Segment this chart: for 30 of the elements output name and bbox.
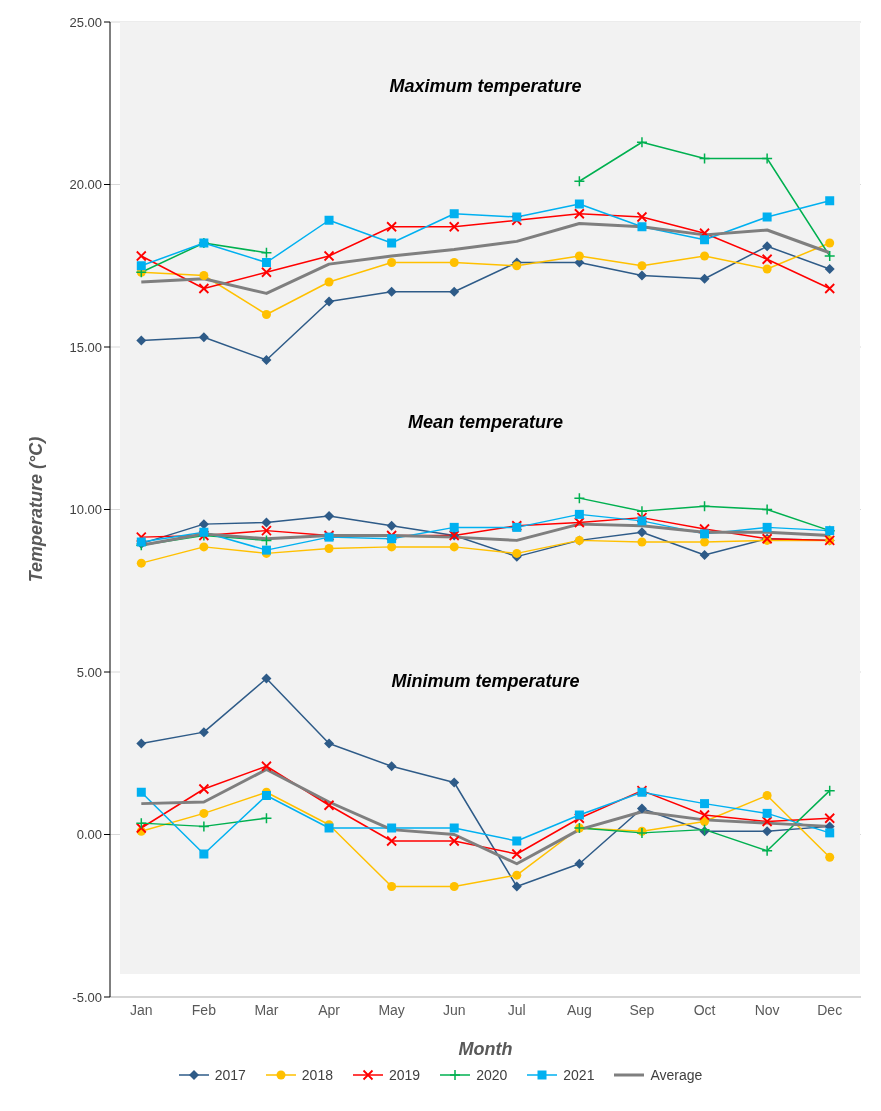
legend-label: 2021 — [563, 1067, 595, 1083]
x-tick-label: Aug — [566, 1001, 592, 1018]
annotation: Mean temperature — [407, 412, 564, 433]
legend-label: 2017 — [214, 1067, 246, 1083]
annotation: Maximum temperature — [389, 75, 582, 96]
legend-label: 2020 — [476, 1067, 508, 1083]
x-tick-label: Apr — [318, 1001, 341, 1018]
x-tick-label: Mar — [254, 1001, 279, 1018]
legend-label: 2018 — [301, 1067, 333, 1083]
x-tick-label: May — [378, 1001, 405, 1018]
x-tick-label: Nov — [754, 1001, 780, 1018]
legend-label: Average — [650, 1067, 703, 1083]
y-tick-label: 15.00 — [69, 339, 102, 355]
x-tick-label: Oct — [693, 1001, 716, 1018]
y-tick-label: 0.00 — [76, 827, 102, 843]
annotation: Minimum temperature — [391, 670, 580, 691]
x-tick-label: Jun — [442, 1001, 466, 1018]
x-tick-label: Jan — [130, 1001, 153, 1018]
x-tick-label: Sep — [629, 1001, 655, 1018]
x-tick-label: Dec — [817, 1001, 843, 1018]
x-tick-label: Jul — [507, 1001, 526, 1018]
y-tick-label: -5.00 — [72, 989, 102, 1005]
y-tick-label: 20.00 — [69, 177, 102, 193]
y-tick-label: 10.00 — [69, 502, 102, 518]
y-tick-label: 25.00 — [69, 14, 102, 30]
x-axis-title: Month — [458, 1039, 513, 1059]
legend-label: 2019 — [388, 1067, 421, 1083]
y-tick-label: 5.00 — [76, 664, 102, 680]
x-tick-label: Feb — [191, 1001, 217, 1018]
y-axis-title: Temperature (°C) — [26, 436, 47, 583]
